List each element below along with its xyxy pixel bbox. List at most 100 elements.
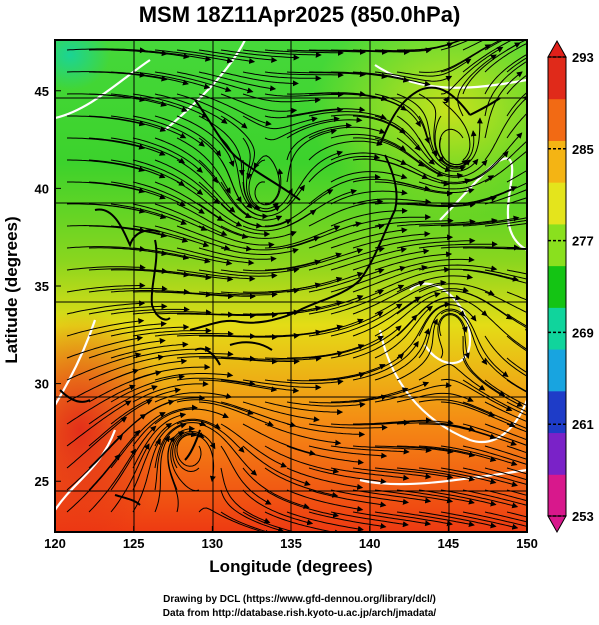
colorbar-segment <box>548 265 566 308</box>
streamline <box>110 324 190 337</box>
streamline <box>418 175 495 190</box>
streamline <box>462 423 527 447</box>
streamline <box>396 58 472 77</box>
streamline <box>264 276 343 293</box>
colorbar-label: 285 <box>572 142 594 157</box>
y-tick-label: 25 <box>35 474 49 489</box>
streamline <box>89 71 168 82</box>
streamline <box>462 132 523 183</box>
streamline <box>308 268 385 293</box>
streamline <box>264 379 344 385</box>
streamline <box>418 44 492 73</box>
colorbar-segment <box>548 182 566 225</box>
streamline <box>308 445 388 459</box>
streamline <box>154 408 229 425</box>
streamline <box>132 203 208 231</box>
streamline <box>132 71 211 90</box>
streamline <box>66 453 121 513</box>
streamline <box>374 291 441 337</box>
streamline <box>286 271 364 293</box>
streamline <box>66 245 146 252</box>
streamline <box>330 511 409 528</box>
streamline <box>66 352 142 381</box>
streamline <box>176 399 254 415</box>
streamline <box>374 511 453 527</box>
streamline <box>352 264 428 293</box>
streamline <box>462 217 527 227</box>
streamline <box>418 159 488 178</box>
streamline <box>220 511 270 532</box>
streamline <box>154 418 221 447</box>
streamline <box>132 159 204 196</box>
streamline <box>170 431 200 492</box>
streamline <box>484 53 527 95</box>
streamline <box>242 137 261 210</box>
streamline <box>396 489 475 505</box>
streamline <box>286 511 364 532</box>
streamline <box>352 511 432 527</box>
streamline <box>242 115 318 130</box>
streamline <box>89 225 168 238</box>
streamline <box>88 93 167 107</box>
streamline <box>132 394 206 425</box>
x-axis-title: Longitude (degrees) <box>209 557 373 576</box>
y-axis-title: Latitude (degrees) <box>2 216 21 364</box>
streamline <box>67 137 146 150</box>
streamline <box>132 93 208 118</box>
streamline <box>418 489 497 507</box>
streamline <box>242 467 310 509</box>
streamline <box>437 312 468 359</box>
streamline <box>374 137 444 177</box>
streamline <box>462 291 527 331</box>
streamline <box>242 423 316 456</box>
streamline <box>110 373 185 403</box>
streamline <box>484 57 527 117</box>
streamline <box>154 422 187 491</box>
x-tick-label: 145 <box>437 536 459 551</box>
streamline <box>308 174 381 205</box>
streamline <box>286 318 364 337</box>
streamline <box>88 285 168 293</box>
streamline <box>110 358 188 381</box>
streamline <box>66 400 132 447</box>
streamline <box>484 489 527 502</box>
streamline <box>66 318 145 337</box>
streamline <box>484 189 527 205</box>
streamline <box>176 377 256 387</box>
streamline <box>132 422 173 491</box>
streamline <box>265 324 344 337</box>
streamline <box>167 436 179 513</box>
streamline <box>66 416 128 469</box>
streamline <box>264 445 340 474</box>
streamline <box>132 412 187 469</box>
streamline <box>264 49 344 56</box>
streamline <box>132 247 211 264</box>
colorbar-segment <box>548 57 566 100</box>
colorbar-segment <box>548 432 566 475</box>
streamline <box>198 311 278 318</box>
streamline <box>264 252 342 271</box>
streamline <box>330 189 408 205</box>
colorbar-label: 253 <box>572 509 594 524</box>
streamline <box>330 265 406 293</box>
streamline <box>198 159 252 218</box>
streamline <box>484 379 527 407</box>
streamline <box>132 438 161 513</box>
x-tick-label: 130 <box>201 536 223 551</box>
colorbar-segment <box>548 140 566 183</box>
streamline <box>442 96 471 161</box>
streamline <box>88 159 166 179</box>
colorbar-segment <box>548 349 566 392</box>
streamline <box>220 181 283 222</box>
streamline <box>484 335 527 377</box>
colorbar-label: 277 <box>572 234 594 249</box>
x-axis-ticks: 120 125 130 135 140 145 150 <box>44 526 538 551</box>
streamline <box>286 248 364 271</box>
streamline <box>242 49 322 58</box>
streamline <box>352 231 431 249</box>
streamline <box>440 186 518 205</box>
colorbar-bottom-triangle <box>547 515 567 534</box>
streamline <box>220 49 300 61</box>
streamline <box>110 49 190 60</box>
streamline <box>506 112 527 139</box>
